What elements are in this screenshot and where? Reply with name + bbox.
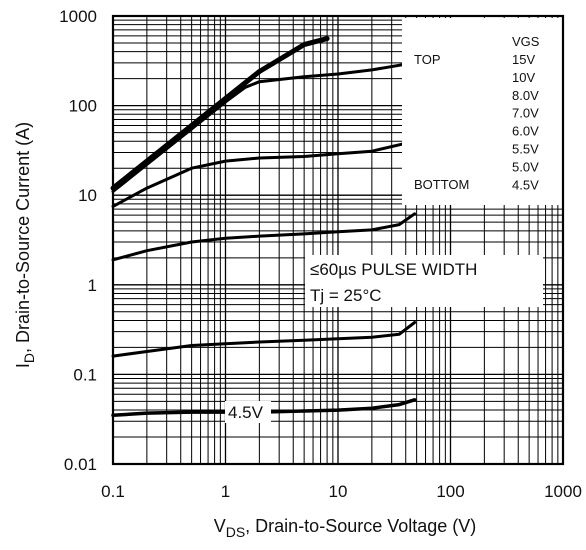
series-line-6 xyxy=(111,398,417,418)
legend-bottom-label: BOTTOM xyxy=(414,177,469,192)
legend-entry: 10V xyxy=(512,70,535,85)
plot-frame xyxy=(111,14,565,466)
x-axis-title-sub: DS xyxy=(226,524,245,540)
legend-entry: 5.0V xyxy=(512,159,539,174)
y-tick-label: 10 xyxy=(78,186,97,205)
curve-label-4-5v: 4.5V xyxy=(228,403,264,422)
x-axis-title-rest: , Drain-to-Source Voltage (V) xyxy=(245,516,476,536)
legend-box xyxy=(402,18,574,205)
legend-entry: 15V xyxy=(512,52,535,67)
series-line-4 xyxy=(111,212,417,262)
x-tick-label: 1000 xyxy=(544,482,582,501)
x-axis-title-main: V xyxy=(214,516,226,536)
annotation-box xyxy=(305,255,543,307)
grid xyxy=(112,16,563,465)
temperature-annotation: Tj = 25°C xyxy=(310,286,382,305)
y-tick-label: 100 xyxy=(69,97,97,116)
legend-top-label: TOP xyxy=(414,52,441,67)
y-tick-label: 0.01 xyxy=(64,455,97,474)
curve-label-box xyxy=(225,401,271,423)
series-line-5 xyxy=(111,321,417,358)
legend-entry: 7.0V xyxy=(512,106,539,121)
y-axis-title-main: I xyxy=(13,363,33,368)
y-tick-label: 0.1 xyxy=(73,365,97,384)
y-axis-title: ID, Drain-to-Source Current (A) xyxy=(13,122,37,368)
legend-entry: 6.0V xyxy=(512,124,539,139)
series-line-2 xyxy=(111,62,408,193)
y-axis-title-rest: , Drain-to-Source Current (A) xyxy=(13,122,33,353)
series-layer xyxy=(110,36,417,418)
legend-header: VGS xyxy=(512,34,540,49)
legend-entry: 8.0V xyxy=(512,88,539,103)
legend: VGS TOP BOTTOM 15V 10V 8.0V 7.0V 6.0V 5.5V 5.0… xyxy=(414,34,540,192)
x-tick-label: 100 xyxy=(436,482,464,501)
series-line-1 xyxy=(110,36,330,191)
y-axis-title-sub: D xyxy=(21,353,37,363)
x-tick-label: 10 xyxy=(329,482,348,501)
series-line-3 xyxy=(111,141,408,208)
y-tick-label: 1 xyxy=(88,276,97,295)
x-tick-label: 0.1 xyxy=(101,482,125,501)
y-tick-label: 1000 xyxy=(59,7,97,26)
x-axis-title: VDS, Drain-to-Source Voltage (V) xyxy=(214,516,477,540)
x-tick-label: 1 xyxy=(221,482,230,501)
pulse-width-annotation: ≤60µs PULSE WIDTH xyxy=(310,260,477,279)
legend-entry: 4.5V xyxy=(512,177,539,192)
legend-entry: 5.5V xyxy=(512,142,539,157)
